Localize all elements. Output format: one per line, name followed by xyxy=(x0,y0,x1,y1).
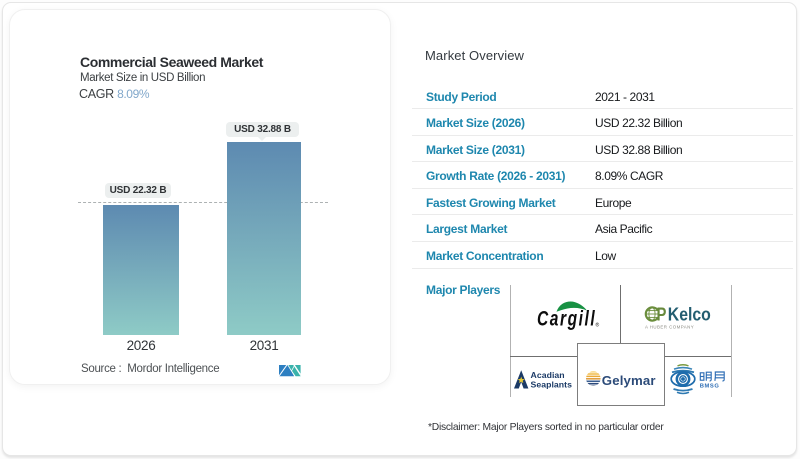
svg-text:Gelymar: Gelymar xyxy=(602,373,656,388)
svg-text:BMSG: BMSG xyxy=(700,383,720,389)
svg-text:Seaplants: Seaplants xyxy=(531,379,573,389)
svg-text:A HUBER COMPANY: A HUBER COMPANY xyxy=(645,324,694,329)
svg-text:Cargill: Cargill xyxy=(537,306,595,330)
svg-text:Acadian: Acadian xyxy=(531,370,565,380)
svg-text:Kelco: Kelco xyxy=(668,303,711,325)
svg-text:P: P xyxy=(657,304,667,325)
svg-text:®: ® xyxy=(596,322,600,329)
